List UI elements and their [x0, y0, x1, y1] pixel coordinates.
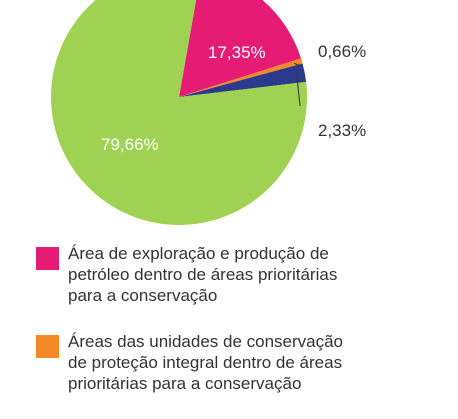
label-orange-value: 0,66% [318, 42, 366, 61]
label-pink-value: 17,35% [208, 43, 266, 62]
legend-label-exploration: Área de exploração e produção de petróle… [68, 244, 338, 305]
legend-swatch-exploration [36, 247, 59, 270]
slice-conservation-units [179, 58, 303, 97]
slice-blue [179, 63, 307, 97]
pie-chart: 17,35% 0,66% 2,33% 79,66% [51, 0, 366, 225]
legend-item-conservation-units: Áreas das unidades de conservação de pro… [36, 331, 446, 419]
leader-line-small-orange [293, 62, 301, 67]
leader-line-small-blue [296, 74, 301, 107]
label-green-value: 79,66% [101, 135, 159, 154]
slice-green [51, 0, 307, 225]
legend-swatch-conservation [36, 335, 59, 358]
label-blue-value: 2,33% [318, 121, 366, 140]
legend: Área de exploração e produção de petróle… [36, 243, 446, 419]
legend-label-conservation: Áreas das unidades de conservação de pro… [68, 332, 344, 393]
slice-exploration [179, 0, 302, 97]
legend-item-exploration-area: Área de exploração e produção de petróle… [36, 243, 446, 331]
